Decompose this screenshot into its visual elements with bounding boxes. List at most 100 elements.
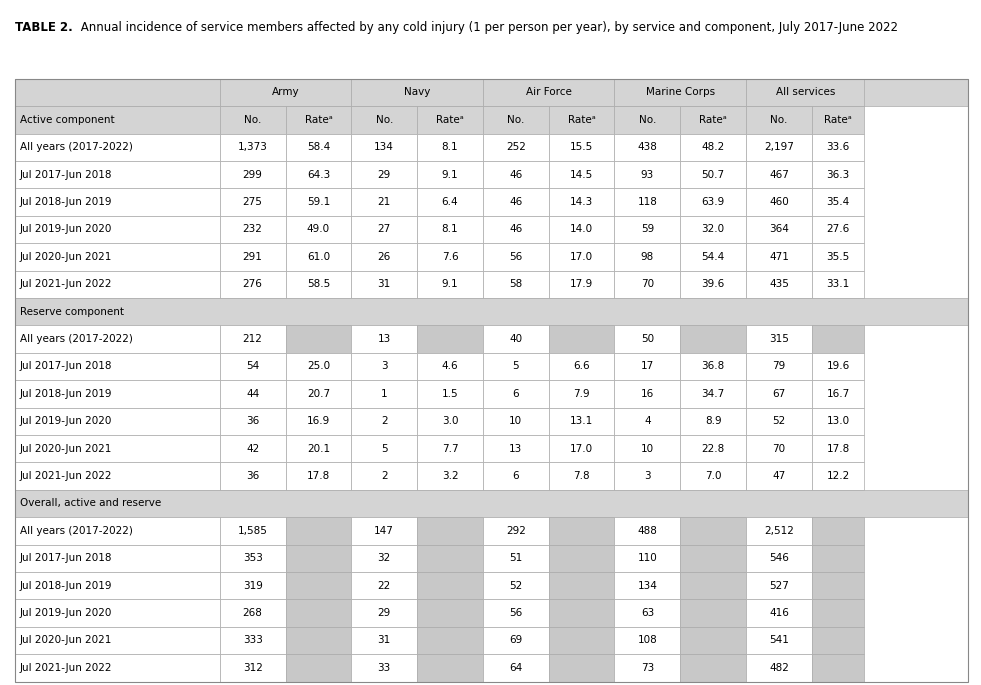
Bar: [15, 545, 220, 572]
Bar: [285, 188, 351, 216]
Bar: [220, 216, 285, 243]
Text: 15.5: 15.5: [570, 142, 594, 152]
Bar: [285, 654, 351, 682]
Bar: [220, 435, 285, 462]
Bar: [747, 435, 812, 462]
Text: Jul 2019-Jun 2020: Jul 2019-Jun 2020: [20, 416, 112, 426]
Bar: [351, 216, 417, 243]
Bar: [15, 462, 220, 490]
Text: Jul 2017-Jun 2018: Jul 2017-Jun 2018: [20, 553, 112, 563]
Bar: [417, 106, 483, 134]
Bar: [812, 243, 864, 271]
Text: 50.7: 50.7: [701, 170, 725, 179]
Text: 58.5: 58.5: [307, 279, 330, 289]
Text: 8.1: 8.1: [441, 142, 458, 152]
Text: 435: 435: [769, 279, 789, 289]
Text: 482: 482: [769, 663, 789, 673]
Bar: [285, 408, 351, 435]
Bar: [747, 243, 812, 271]
Text: 268: 268: [242, 608, 263, 618]
Bar: [351, 353, 417, 380]
Bar: [351, 271, 417, 298]
Text: 70: 70: [772, 444, 786, 453]
Bar: [680, 325, 747, 353]
Text: 110: 110: [638, 553, 657, 563]
Bar: [417, 380, 483, 408]
Text: 7.8: 7.8: [573, 471, 590, 481]
Text: 36.3: 36.3: [826, 170, 850, 179]
Text: 44: 44: [246, 389, 259, 399]
Text: 48.2: 48.2: [701, 142, 725, 152]
Bar: [812, 134, 864, 161]
Bar: [15, 216, 220, 243]
Bar: [747, 517, 812, 545]
Text: No.: No.: [639, 115, 656, 125]
Bar: [548, 572, 614, 599]
Text: No.: No.: [376, 115, 393, 125]
Text: Army: Army: [272, 88, 299, 97]
Bar: [220, 243, 285, 271]
Text: 33: 33: [378, 663, 390, 673]
Bar: [747, 271, 812, 298]
Bar: [812, 627, 864, 654]
Text: Reserve component: Reserve component: [20, 307, 124, 316]
Text: 1.5: 1.5: [441, 389, 458, 399]
Bar: [680, 654, 747, 682]
Bar: [812, 271, 864, 298]
Text: Jul 2018-Jun 2019: Jul 2018-Jun 2019: [20, 581, 112, 590]
Text: 61.0: 61.0: [307, 252, 330, 262]
Text: 9.1: 9.1: [441, 170, 458, 179]
Bar: [285, 545, 351, 572]
Text: 108: 108: [638, 636, 657, 645]
Bar: [15, 627, 220, 654]
Bar: [15, 161, 220, 188]
Text: 292: 292: [506, 526, 526, 536]
Text: Navy: Navy: [404, 88, 431, 97]
Bar: [220, 380, 285, 408]
Bar: [417, 161, 483, 188]
Text: Rateᵃ: Rateᵃ: [699, 115, 727, 125]
Text: 8.9: 8.9: [705, 416, 721, 426]
Text: 471: 471: [769, 252, 789, 262]
Text: 527: 527: [769, 581, 789, 590]
Text: 69: 69: [509, 636, 523, 645]
Text: 42: 42: [246, 444, 259, 453]
Text: 291: 291: [242, 252, 263, 262]
Bar: [614, 545, 680, 572]
Text: 16: 16: [641, 389, 654, 399]
Text: 67: 67: [772, 389, 786, 399]
Text: 22: 22: [378, 581, 390, 590]
Bar: [351, 654, 417, 682]
Bar: [220, 545, 285, 572]
Bar: [417, 435, 483, 462]
Bar: [680, 161, 747, 188]
Text: 147: 147: [375, 526, 394, 536]
Bar: [747, 188, 812, 216]
Bar: [812, 572, 864, 599]
Text: 416: 416: [769, 608, 789, 618]
Bar: [220, 599, 285, 627]
Text: Jul 2017-Jun 2018: Jul 2017-Jun 2018: [20, 362, 112, 371]
Text: 79: 79: [772, 362, 786, 371]
Bar: [747, 408, 812, 435]
Bar: [15, 325, 220, 353]
Bar: [483, 106, 548, 134]
Bar: [15, 271, 220, 298]
Text: 6: 6: [512, 389, 519, 399]
Text: 12.2: 12.2: [826, 471, 850, 481]
Bar: [285, 599, 351, 627]
Bar: [483, 380, 548, 408]
Bar: [614, 216, 680, 243]
Bar: [351, 627, 417, 654]
Bar: [747, 106, 812, 134]
Bar: [417, 353, 483, 380]
Bar: [614, 271, 680, 298]
Text: Jul 2019-Jun 2020: Jul 2019-Jun 2020: [20, 608, 112, 618]
Bar: [483, 462, 548, 490]
Text: 460: 460: [769, 197, 789, 207]
Bar: [483, 161, 548, 188]
Bar: [614, 627, 680, 654]
Bar: [15, 79, 968, 106]
Bar: [548, 545, 614, 572]
Bar: [15, 599, 220, 627]
